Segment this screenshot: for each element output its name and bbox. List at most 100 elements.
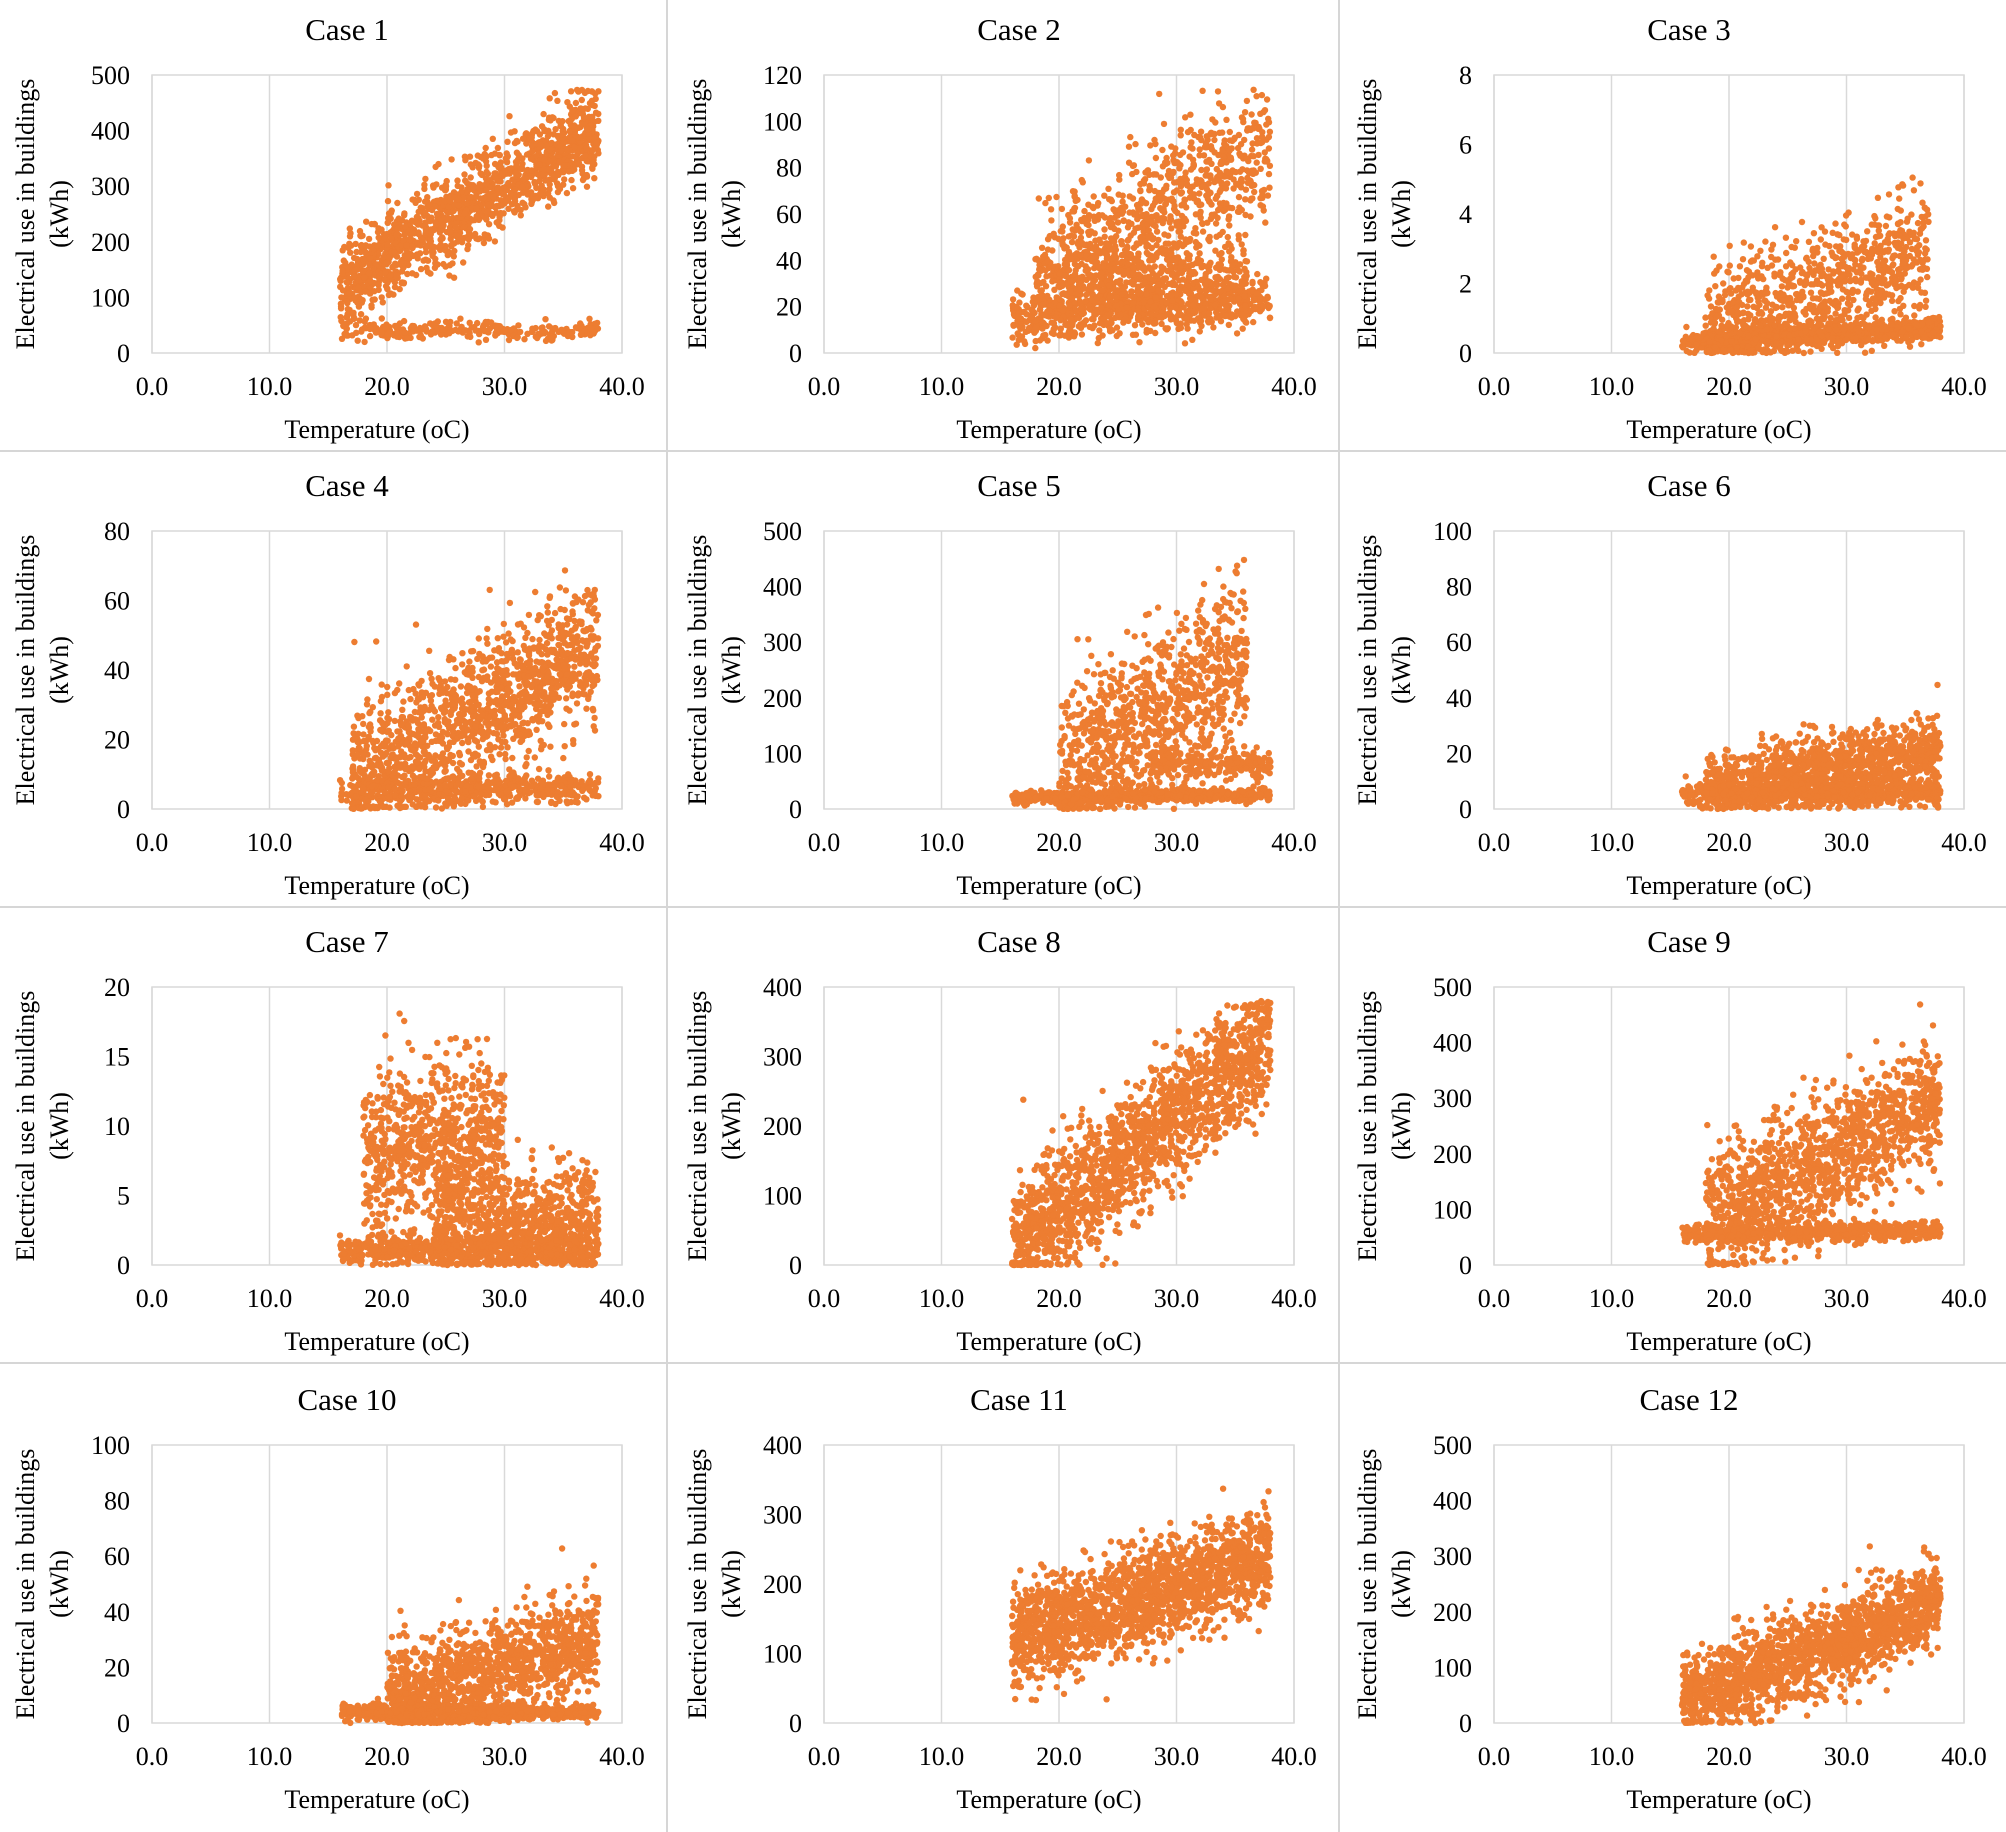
scatter-point (1193, 244, 1200, 251)
scatter-point (1133, 240, 1140, 247)
scatter-point (528, 198, 536, 206)
column-separator (1338, 0, 1340, 1832)
scatter-point (1044, 258, 1051, 265)
scatter-point (1168, 292, 1175, 299)
scatter-point (1189, 261, 1196, 268)
scatter-point (470, 184, 477, 191)
scatter-point (1067, 278, 1074, 285)
scatter-point (419, 335, 426, 342)
scatter-point (1106, 292, 1114, 300)
scatter-point (1130, 281, 1137, 288)
scatter-point (423, 242, 430, 249)
scatter-point (1898, 328, 1906, 335)
scatter-point (1059, 282, 1066, 290)
scatter-point (453, 320, 460, 327)
scatter-point (552, 163, 560, 170)
scatter-point (357, 233, 365, 240)
scatter-point (1225, 321, 1232, 329)
scatter-point (378, 294, 385, 301)
scatter-point (468, 204, 475, 212)
scatter-point (1228, 257, 1235, 264)
scatter-point (431, 243, 438, 251)
scatter-point (1044, 292, 1051, 300)
scatter-point (1219, 103, 1227, 111)
scatter-point (1213, 165, 1220, 173)
scatter-point (544, 177, 552, 184)
scatter-point (353, 329, 360, 336)
scatter-point (1038, 287, 1045, 294)
scatter-point (1139, 321, 1146, 328)
scatter-point (416, 250, 424, 257)
scatter-point (1099, 249, 1107, 256)
scatter-point (1200, 152, 1208, 159)
scatter-point (1046, 307, 1053, 315)
scatter-point (1818, 345, 1825, 352)
scatter-point (1206, 189, 1213, 196)
scatter-point (595, 110, 602, 118)
scatter-point (476, 235, 483, 242)
scatter-point (1226, 147, 1233, 154)
scatter-point (1242, 196, 1249, 203)
scatter-point (528, 134, 535, 141)
scatter-point (1825, 326, 1833, 333)
scatter-point (1244, 179, 1252, 186)
scatter-point (1143, 211, 1150, 218)
scatter-point (1813, 336, 1820, 343)
scatter-point (1153, 241, 1160, 249)
scatter-point (1032, 344, 1039, 352)
scatter-point (540, 110, 547, 118)
scatter-point (355, 303, 363, 310)
scatter-point (421, 181, 428, 188)
scatter-point (1025, 324, 1033, 332)
scatter-point (505, 336, 513, 344)
scatter-point (380, 254, 387, 261)
y-tick-label: 20 (776, 293, 802, 322)
scatter-point (1242, 231, 1249, 239)
scatter-point (1240, 311, 1247, 319)
scatter-point (1140, 265, 1147, 272)
scatter-point (1250, 86, 1257, 94)
scatter-point (517, 212, 524, 219)
scatter-point (1266, 128, 1274, 135)
y-tick-label: 40 (776, 246, 802, 275)
scatter-point (1168, 225, 1175, 232)
scatter-point (1138, 212, 1145, 220)
scatter-point (1044, 337, 1051, 344)
scatter-point (1130, 298, 1137, 306)
scatter-point (534, 334, 541, 342)
scatter-point (1914, 219, 1922, 227)
scatter-point (580, 175, 588, 182)
scatter-point (1198, 136, 1205, 144)
scatter-point (1839, 286, 1847, 293)
scatter-point (1702, 322, 1709, 329)
scatter-point (577, 105, 584, 112)
scatter-point (1168, 271, 1176, 278)
scatter-point (403, 253, 411, 260)
scatter-point (1039, 301, 1047, 308)
scatter-point (539, 328, 546, 335)
scatter-point (387, 272, 394, 279)
scatter-point (1251, 181, 1258, 189)
scatter-point (1187, 111, 1194, 118)
x-tick-label: 20.0 (364, 372, 410, 401)
scatter-point (1229, 204, 1236, 212)
scatter-point (1250, 318, 1257, 326)
scatter-point (506, 113, 513, 120)
scatter-point (442, 183, 450, 190)
scatter-point (559, 118, 566, 125)
scatter-point (350, 273, 358, 280)
scatter-point (1225, 216, 1232, 223)
scatter-point (1264, 293, 1271, 300)
scatter-point (413, 213, 421, 221)
scatter-point (439, 326, 446, 333)
scatter-point (437, 227, 444, 234)
scatter-point (382, 324, 389, 331)
scatter-point (1171, 241, 1179, 249)
scatter-point (1832, 310, 1839, 317)
scatter-point (593, 139, 600, 146)
scatter-point (1160, 120, 1168, 128)
x-tick-label: 40.0 (1941, 372, 1987, 401)
scatter-point (1178, 189, 1186, 196)
scatter-point (464, 245, 471, 253)
